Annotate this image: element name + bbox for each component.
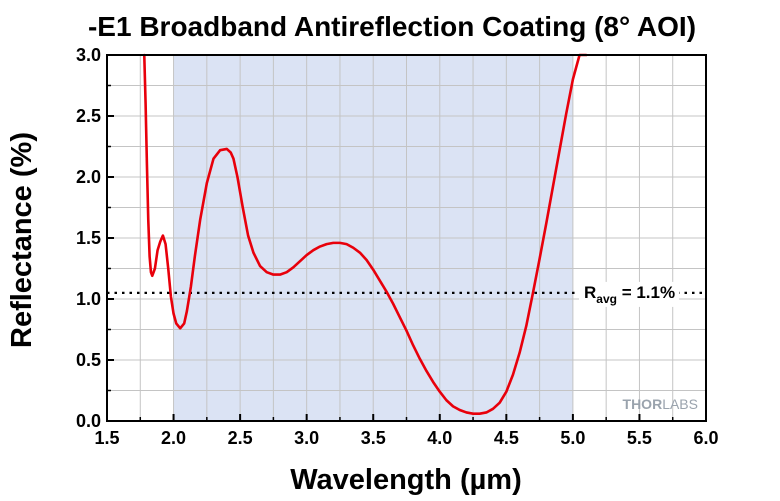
average-reflectance-text: Ravg = 1.1% bbox=[584, 283, 675, 306]
x-tick-label: 4.0 bbox=[427, 428, 452, 448]
x-tick-labels: 1.5 2.0 2.5 3.0 3.5 4.0 4.5 5.0 5.5 6.0 bbox=[94, 428, 718, 448]
x-axis-label: Wavelength (µm) bbox=[290, 464, 522, 496]
y-tick-label: 0.5 bbox=[76, 350, 101, 370]
x-tick-label: 3.0 bbox=[294, 428, 319, 448]
y-tick-labels: 0.0 0.5 1.0 1.5 2.0 2.5 3.0 bbox=[76, 45, 101, 431]
watermark-bold: THOR bbox=[623, 396, 663, 412]
grid-lines bbox=[107, 55, 706, 421]
average-reflectance-label: Ravg = 1.1% bbox=[579, 281, 680, 307]
x-tick-label: 4.5 bbox=[494, 428, 519, 448]
x-tick-label: 5.0 bbox=[560, 428, 585, 448]
x-tick-label: 5.5 bbox=[627, 428, 652, 448]
y-axis-label: Reflectance (%) bbox=[6, 132, 38, 348]
annotation-value: = 1.1% bbox=[617, 283, 675, 302]
annotation-subscript: avg bbox=[596, 292, 617, 306]
average-reflectance-label-background bbox=[579, 281, 680, 307]
x-tick-label: 1.5 bbox=[94, 428, 119, 448]
reflectance-curve bbox=[142, 53, 588, 415]
x-tick-label: 6.0 bbox=[693, 428, 718, 448]
y-tick-label: 2.5 bbox=[76, 106, 101, 126]
x-tick-label: 2.0 bbox=[161, 428, 186, 448]
x-tick-label: 3.5 bbox=[361, 428, 386, 448]
y-tick-label: 2.0 bbox=[76, 167, 101, 187]
thorlabs-watermark: THORLABS bbox=[623, 396, 698, 412]
watermark-light: LABS bbox=[662, 396, 698, 412]
y-tick-label: 0.0 bbox=[76, 411, 101, 431]
y-tick-label: 3.0 bbox=[76, 45, 101, 65]
y-tick-label: 1.0 bbox=[76, 289, 101, 309]
chart-title: -E1 Broadband Antireflection Coating (8°… bbox=[88, 11, 696, 42]
annotation-r: R bbox=[584, 283, 596, 302]
x-tick-label: 2.5 bbox=[228, 428, 253, 448]
y-tick-label: 1.5 bbox=[76, 228, 101, 248]
axis-ticks bbox=[106, 54, 707, 422]
